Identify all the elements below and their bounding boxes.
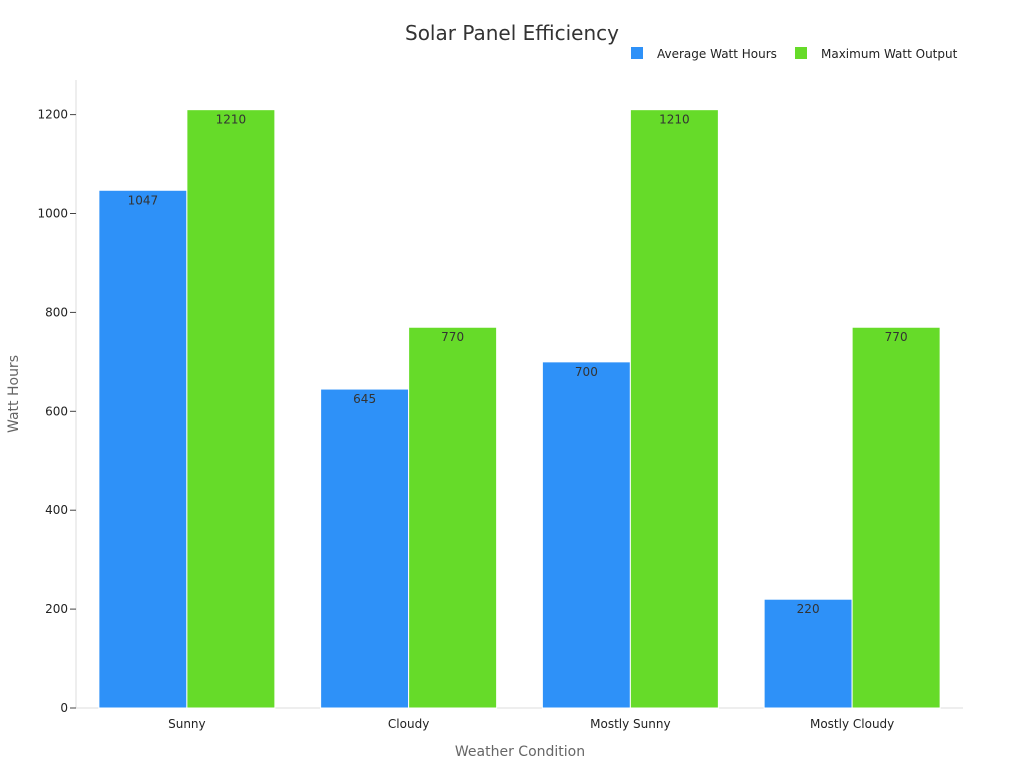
data-label: 645: [353, 392, 376, 406]
y-axis-title: Watt Hours: [6, 355, 22, 433]
x-tick-label: Cloudy: [388, 717, 429, 731]
data-label: 700: [575, 365, 598, 379]
x-tick-label: Mostly Cloudy: [810, 717, 894, 731]
bar[interactable]: [629, 109, 719, 709]
legend-label: Average Watt Hours: [657, 47, 777, 61]
x-tick-label: Sunny: [168, 717, 206, 731]
bar[interactable]: [320, 388, 410, 709]
y-tick-label: 1000: [37, 207, 68, 221]
data-labels-group: 1047 1210 645 770 700 1210 220 770: [128, 113, 908, 617]
bar[interactable]: [98, 189, 188, 709]
bar[interactable]: [408, 326, 498, 709]
bars-group: [98, 109, 941, 709]
x-tick-label: Mostly Sunny: [590, 717, 670, 731]
bar[interactable]: [186, 109, 276, 709]
x-axis-title: Weather Condition: [455, 744, 585, 760]
y-tick-label: 0: [60, 701, 68, 715]
data-label: 770: [885, 330, 908, 344]
legend: Average Watt Hours Maximum Watt Output: [631, 47, 958, 61]
legend-swatch: [631, 47, 643, 59]
legend-swatch: [795, 47, 807, 59]
data-label: 770: [441, 330, 464, 344]
legend-label: Maximum Watt Output: [821, 47, 958, 61]
bar[interactable]: [541, 361, 631, 709]
y-tick-label: 200: [45, 602, 68, 616]
x-axis: Sunny Cloudy Mostly Sunny Mostly Cloudy: [76, 707, 963, 731]
y-tick-label: 400: [45, 503, 68, 517]
y-tick-label: 1200: [37, 108, 68, 122]
data-label: 1047: [128, 193, 159, 207]
chart-title: Solar Panel Efficiency: [405, 21, 619, 45]
y-tick-label: 600: [45, 404, 68, 418]
data-label: 1210: [216, 113, 247, 127]
y-axis: 0 200 400 600 800 1000 1200: [37, 80, 77, 715]
data-label: 1210: [659, 113, 690, 127]
data-label: 220: [797, 602, 820, 616]
bar[interactable]: [851, 326, 941, 709]
y-tick-label: 800: [45, 305, 68, 319]
